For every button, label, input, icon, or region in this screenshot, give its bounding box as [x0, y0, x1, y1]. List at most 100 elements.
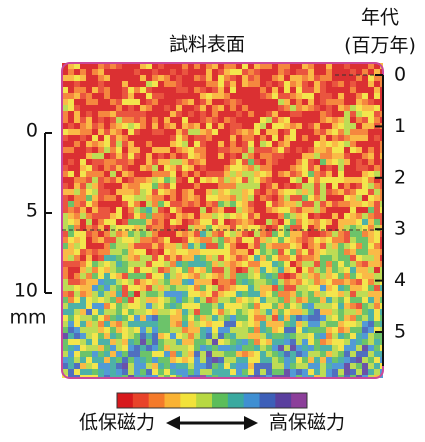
map-cell — [260, 285, 266, 291]
map-cell — [164, 87, 170, 93]
map-cell — [164, 201, 170, 207]
map-cell — [344, 189, 350, 195]
map-cell — [344, 183, 350, 189]
map-cell — [302, 369, 308, 375]
map-cell — [98, 87, 104, 93]
map-cell — [110, 153, 116, 159]
map-cell — [176, 273, 182, 279]
map-cell — [110, 207, 116, 213]
map-cell — [92, 171, 98, 177]
map-cell — [368, 357, 374, 363]
map-cell — [368, 243, 374, 249]
map-cell — [320, 141, 326, 147]
map-cell — [80, 339, 86, 345]
map-cell — [344, 165, 350, 171]
map-cell — [146, 315, 152, 321]
map-cell — [110, 243, 116, 249]
map-cell — [206, 369, 212, 375]
map-cell — [140, 87, 146, 93]
map-cell — [158, 153, 164, 159]
map-cell — [170, 243, 176, 249]
map-cell — [326, 309, 332, 315]
map-cell — [344, 285, 350, 291]
map-cell — [98, 183, 104, 189]
map-cell — [320, 291, 326, 297]
map-cell — [74, 153, 80, 159]
map-cell — [212, 123, 218, 129]
map-cell — [188, 273, 194, 279]
map-cell — [170, 213, 176, 219]
map-cell — [278, 111, 284, 117]
map-cell — [284, 249, 290, 255]
map-cell — [362, 111, 368, 117]
map-cell — [104, 327, 110, 333]
map-cell — [296, 213, 302, 219]
map-cell — [104, 309, 110, 315]
map-cell — [170, 117, 176, 123]
map-cell — [182, 183, 188, 189]
map-cell — [314, 207, 320, 213]
map-cell — [188, 135, 194, 141]
map-cell — [68, 279, 74, 285]
map-cell — [74, 267, 80, 273]
map-cell — [182, 171, 188, 177]
map-cell — [332, 333, 338, 339]
map-cell — [80, 357, 86, 363]
age-tick-label: 3 — [394, 218, 406, 240]
map-cell — [116, 213, 122, 219]
map-cell — [284, 267, 290, 273]
map-cell — [68, 201, 74, 207]
map-cell — [374, 153, 380, 159]
map-cell — [326, 141, 332, 147]
map-cell — [242, 243, 248, 249]
map-cell — [230, 183, 236, 189]
map-cell — [374, 357, 380, 363]
map-cell — [272, 327, 278, 333]
map-cell — [176, 261, 182, 267]
map-cell — [326, 75, 332, 81]
map-cell — [80, 189, 86, 195]
map-cell — [224, 171, 230, 177]
map-cell — [290, 189, 296, 195]
map-cell — [170, 267, 176, 273]
map-cell — [188, 75, 194, 81]
map-cell — [104, 183, 110, 189]
map-cell — [194, 321, 200, 327]
map-cell — [194, 189, 200, 195]
map-cell — [128, 357, 134, 363]
map-cell — [368, 237, 374, 243]
map-cell — [92, 267, 98, 273]
map-cell — [110, 171, 116, 177]
double-arrow — [166, 416, 258, 430]
map-cell — [164, 189, 170, 195]
map-cell — [182, 105, 188, 111]
map-cell — [128, 327, 134, 333]
map-cell — [74, 201, 80, 207]
map-cell — [248, 201, 254, 207]
map-cell — [188, 309, 194, 315]
map-cell — [290, 195, 296, 201]
map-cell — [110, 105, 116, 111]
map-cell — [122, 351, 128, 357]
map-cell — [302, 291, 308, 297]
map-cell — [182, 189, 188, 195]
map-cell — [158, 291, 164, 297]
map-cell — [356, 165, 362, 171]
map-cell — [254, 135, 260, 141]
map-cell — [368, 195, 374, 201]
map-cell — [140, 183, 146, 189]
map-cell — [140, 237, 146, 243]
map-cell — [242, 255, 248, 261]
map-cell — [314, 363, 320, 369]
map-cell — [170, 111, 176, 117]
map-cell — [176, 231, 182, 237]
map-cell — [164, 177, 170, 183]
map-cell — [182, 345, 188, 351]
map-cell — [260, 93, 266, 99]
map-cell — [368, 273, 374, 279]
map-cell — [236, 291, 242, 297]
map-cell — [284, 255, 290, 261]
map-cell — [128, 243, 134, 249]
map-cell — [284, 147, 290, 153]
map-cell — [122, 327, 128, 333]
